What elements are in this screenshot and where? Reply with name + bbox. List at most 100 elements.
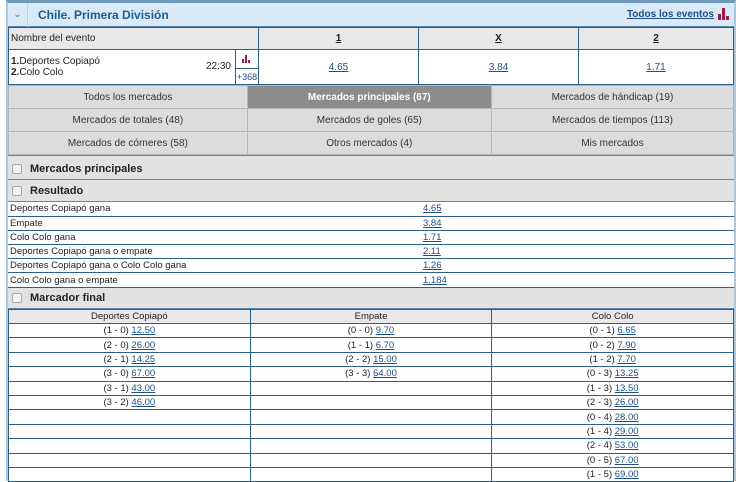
score-odd[interactable]: 64.00 bbox=[373, 368, 397, 380]
market-tab[interactable]: Mis mercados bbox=[490, 131, 735, 155]
score-cell: (0 - 3) 13.25 bbox=[491, 366, 734, 382]
empty-cell bbox=[8, 423, 251, 440]
score-odd[interactable]: 7.70 bbox=[617, 353, 636, 365]
empty-cell bbox=[249, 452, 493, 468]
score-cell: (0 - 4) 28.00 bbox=[491, 409, 734, 425]
result-odd[interactable]: 1.71 bbox=[423, 231, 442, 243]
score-odd[interactable]: 46.00 bbox=[131, 397, 156, 409]
bar-chart-icon[interactable] bbox=[236, 52, 258, 69]
market-tab[interactable]: Otros mercados (4) bbox=[246, 131, 492, 155]
odd-1[interactable]: 4.65 bbox=[328, 61, 349, 73]
event-name[interactable]: 1.Deportes Copiapó 2.Colo Colo 22:30 bbox=[8, 49, 236, 85]
col-x-header[interactable]: X bbox=[495, 33, 502, 44]
result-odd[interactable]: 2.11 bbox=[423, 246, 441, 258]
score-cell: (3 - 1) 43.00 bbox=[8, 380, 251, 396]
result-row: Empate 3.84 bbox=[8, 216, 734, 231]
section-final-score[interactable]: Marcador final bbox=[8, 287, 734, 309]
event-name-header: Nombre del evento bbox=[8, 27, 259, 50]
result-label: Deportes Copiapó gana bbox=[8, 202, 371, 217]
odd-x[interactable]: 3.84 bbox=[488, 61, 509, 73]
event-table: Nombre del evento 1 X 2 1.Deportes Copia… bbox=[8, 27, 734, 85]
empty-cell bbox=[8, 409, 251, 425]
score-row: (1 - 4) 29.00 bbox=[8, 423, 734, 440]
checkbox-icon[interactable] bbox=[12, 292, 22, 303]
score-odd[interactable]: 67.00 bbox=[614, 454, 639, 466]
score-odd[interactable]: 15.00 bbox=[373, 353, 397, 365]
score-odd[interactable]: 9.70 bbox=[375, 325, 395, 337]
score-cell: (2 - 2) 15.00 bbox=[249, 351, 493, 368]
result-odd[interactable]: 4.65 bbox=[423, 203, 442, 215]
market-tab[interactable]: Mercados de hándicap (19) bbox=[490, 85, 735, 109]
score-cell: (3 - 2) 46.00 bbox=[8, 394, 251, 411]
market-tab[interactable]: Mercados de córneres (58) bbox=[8, 131, 248, 155]
score-odd[interactable]: 29.00 bbox=[614, 425, 639, 437]
more-markets-count[interactable]: +368 bbox=[236, 72, 258, 82]
score-col-header: Empate bbox=[249, 308, 493, 325]
result-label: Colo Colo gana o empate bbox=[8, 272, 371, 288]
result-row: Deportes Copiapó gana o empate 2.11 bbox=[8, 244, 734, 260]
league-panel: ⌄ Chile. Primera División Todos los even… bbox=[6, 0, 736, 482]
score-cell: (1 - 0) 12.50 bbox=[8, 323, 251, 339]
odd-2[interactable]: 1.71 bbox=[646, 61, 666, 73]
all-events-link[interactable]: Todos los eventos bbox=[626, 9, 714, 20]
score-cell: (1 - 1) 6.70 bbox=[249, 337, 493, 353]
section-main-markets[interactable]: Mercados principales bbox=[8, 158, 734, 180]
bar-chart-icon[interactable] bbox=[718, 8, 730, 20]
score-row: (3 - 1) 43.00 (1 - 3) 13.50 bbox=[8, 380, 734, 396]
league-header: ⌄ Chile. Primera División Todos los even… bbox=[8, 2, 734, 27]
score-odd[interactable]: 7.90 bbox=[617, 339, 636, 351]
market-tabs: Todos los mercados Mercados principales (… bbox=[8, 85, 735, 155]
empty-cell bbox=[249, 394, 493, 411]
col-1-header[interactable]: 1 bbox=[335, 33, 342, 44]
result-odd[interactable]: 1.26 bbox=[423, 260, 442, 272]
result-row: Deportes Copiapó gana 4.65 bbox=[8, 202, 734, 217]
score-odd[interactable]: 43.00 bbox=[131, 382, 156, 394]
score-cell: (2 - 3) 26.00 bbox=[491, 394, 734, 411]
score-odd[interactable]: 26.00 bbox=[131, 339, 156, 351]
market-tab[interactable]: Mercados de tiempos (113) bbox=[490, 108, 735, 132]
score-cell: (0 - 1) 6.65 bbox=[491, 323, 734, 339]
score-odd[interactable]: 6.65 bbox=[617, 325, 636, 337]
result-odd[interactable]: 1.184 bbox=[423, 274, 447, 286]
checkbox-icon[interactable] bbox=[12, 163, 22, 174]
score-odd[interactable]: 12.50 bbox=[131, 325, 156, 337]
score-odd[interactable]: 53.00 bbox=[614, 440, 639, 452]
col-2-header[interactable]: 2 bbox=[653, 33, 659, 44]
score-cell: (0 - 5) 67.00 bbox=[491, 452, 734, 468]
score-odd[interactable]: 26.00 bbox=[614, 397, 639, 409]
score-cell: (3 - 0) 67.00 bbox=[8, 366, 251, 382]
score-cell: (3 - 3) 64.00 bbox=[249, 366, 493, 382]
score-cell: (1 - 4) 29.00 bbox=[491, 423, 734, 440]
chevron-down-icon[interactable]: ⌄ bbox=[8, 2, 28, 27]
empty-cell bbox=[249, 466, 493, 482]
market-tab[interactable]: Mercados de totales (48) bbox=[8, 108, 248, 132]
result-row: Colo Colo gana o empate 1.184 bbox=[8, 272, 734, 288]
score-row: (1 - 5) 69.00 bbox=[8, 466, 734, 482]
score-odd[interactable]: 28.00 bbox=[614, 411, 639, 423]
score-cell: (1 - 3) 13.50 bbox=[491, 380, 734, 396]
score-row: (0 - 5) 67.00 bbox=[8, 452, 734, 468]
result-label: Deportes Copiapó gana o empate bbox=[8, 244, 371, 260]
score-col-header: Colo Colo bbox=[491, 308, 734, 325]
empty-cell bbox=[8, 466, 251, 482]
score-odd[interactable]: 69.00 bbox=[614, 469, 639, 481]
result-odd[interactable]: 3.84 bbox=[423, 217, 442, 229]
market-tab[interactable]: Mercados de goles (65) bbox=[246, 108, 492, 132]
event-time: 22:30 bbox=[205, 61, 231, 72]
score-odd[interactable]: 13.50 bbox=[614, 382, 639, 394]
result-row: Deportes Copiapó gana o Colo Colo gana 1.… bbox=[8, 258, 734, 274]
score-odd[interactable]: 67.00 bbox=[131, 368, 156, 380]
score-odd[interactable]: 6.70 bbox=[375, 339, 395, 351]
score-row: (2 - 4) 53.00 bbox=[8, 438, 734, 454]
market-tab[interactable]: Mercados principales (67) bbox=[246, 85, 492, 109]
league-title: Chile. Primera División bbox=[38, 7, 169, 22]
checkbox-icon[interactable] bbox=[12, 185, 22, 196]
score-odd[interactable]: 14.25 bbox=[131, 353, 156, 365]
section-result[interactable]: Resultado bbox=[8, 180, 734, 202]
score-odd[interactable]: 13.25 bbox=[614, 368, 639, 380]
empty-cell bbox=[249, 409, 493, 425]
market-tab[interactable]: Todos los mercados bbox=[8, 85, 248, 109]
result-label: Deportes Copiapó gana o Colo Colo gana bbox=[8, 258, 371, 274]
score-cell: (2 - 4) 53.00 bbox=[491, 438, 734, 454]
score-row: (3 - 2) 46.00 (2 - 3) 26.00 bbox=[8, 394, 734, 411]
